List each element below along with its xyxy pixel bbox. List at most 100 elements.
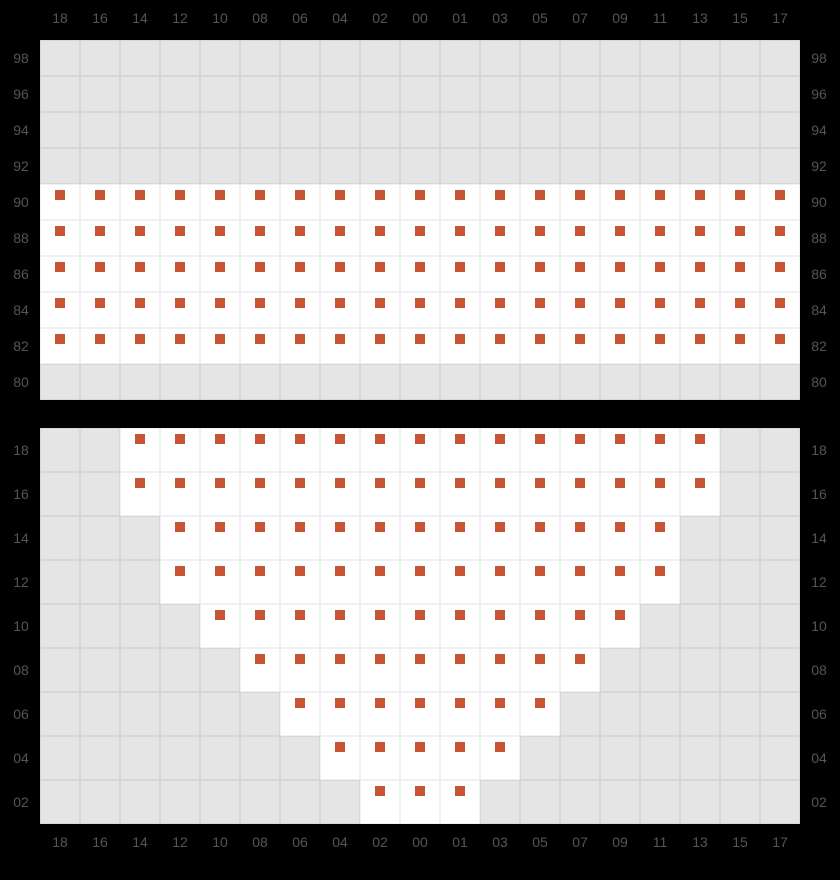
- seat-available[interactable]: [720, 256, 760, 292]
- seat-available[interactable]: [120, 220, 160, 256]
- seat-available[interactable]: [760, 328, 800, 364]
- seat-available[interactable]: [280, 292, 320, 328]
- seat-available[interactable]: [600, 516, 640, 560]
- seat-available[interactable]: [240, 256, 280, 292]
- seat-available[interactable]: [320, 292, 360, 328]
- seat-available[interactable]: [600, 184, 640, 220]
- seat-available[interactable]: [400, 220, 440, 256]
- seat-available[interactable]: [320, 648, 360, 692]
- seat-available[interactable]: [240, 648, 280, 692]
- seat-available[interactable]: [520, 292, 560, 328]
- seat-available[interactable]: [280, 256, 320, 292]
- seat-available[interactable]: [360, 220, 400, 256]
- seat-available[interactable]: [360, 256, 400, 292]
- seat-available[interactable]: [360, 328, 400, 364]
- seat-available[interactable]: [560, 256, 600, 292]
- seat-available[interactable]: [480, 604, 520, 648]
- seat-available[interactable]: [40, 328, 80, 364]
- seat-available[interactable]: [720, 220, 760, 256]
- seat-available[interactable]: [600, 328, 640, 364]
- seat-available[interactable]: [600, 428, 640, 472]
- seat-available[interactable]: [280, 428, 320, 472]
- seat-available[interactable]: [80, 256, 120, 292]
- seat-available[interactable]: [240, 516, 280, 560]
- seat-available[interactable]: [480, 472, 520, 516]
- seat-available[interactable]: [400, 736, 440, 780]
- seat-available[interactable]: [440, 328, 480, 364]
- seat-available[interactable]: [520, 428, 560, 472]
- seat-available[interactable]: [640, 220, 680, 256]
- seat-available[interactable]: [440, 184, 480, 220]
- seat-available[interactable]: [480, 560, 520, 604]
- seat-available[interactable]: [560, 516, 600, 560]
- seat-available[interactable]: [440, 256, 480, 292]
- seat-available[interactable]: [240, 220, 280, 256]
- seat-available[interactable]: [760, 184, 800, 220]
- seat-available[interactable]: [760, 256, 800, 292]
- seat-available[interactable]: [560, 472, 600, 516]
- seat-available[interactable]: [720, 328, 760, 364]
- seat-available[interactable]: [80, 184, 120, 220]
- seat-available[interactable]: [280, 184, 320, 220]
- seat-available[interactable]: [360, 516, 400, 560]
- seat-available[interactable]: [360, 560, 400, 604]
- seat-available[interactable]: [320, 428, 360, 472]
- seat-available[interactable]: [240, 184, 280, 220]
- seat-available[interactable]: [280, 328, 320, 364]
- seat-available[interactable]: [680, 292, 720, 328]
- seat-available[interactable]: [600, 560, 640, 604]
- seat-available[interactable]: [440, 736, 480, 780]
- seat-available[interactable]: [600, 472, 640, 516]
- seat-available[interactable]: [120, 292, 160, 328]
- seat-available[interactable]: [240, 428, 280, 472]
- seat-available[interactable]: [200, 184, 240, 220]
- seat-available[interactable]: [640, 428, 680, 472]
- seat-available[interactable]: [440, 428, 480, 472]
- seat-available[interactable]: [640, 256, 680, 292]
- seat-available[interactable]: [400, 292, 440, 328]
- seat-available[interactable]: [360, 428, 400, 472]
- seat-available[interactable]: [200, 428, 240, 472]
- seat-available[interactable]: [680, 328, 720, 364]
- seat-available[interactable]: [160, 560, 200, 604]
- seat-available[interactable]: [480, 428, 520, 472]
- seat-available[interactable]: [520, 328, 560, 364]
- seat-available[interactable]: [320, 560, 360, 604]
- seat-available[interactable]: [640, 184, 680, 220]
- seat-available[interactable]: [560, 184, 600, 220]
- seat-available[interactable]: [40, 184, 80, 220]
- seat-available[interactable]: [360, 648, 400, 692]
- seat-available[interactable]: [240, 560, 280, 604]
- seat-available[interactable]: [520, 256, 560, 292]
- seat-available[interactable]: [440, 648, 480, 692]
- seat-available[interactable]: [240, 472, 280, 516]
- seat-available[interactable]: [400, 648, 440, 692]
- seat-available[interactable]: [400, 560, 440, 604]
- seat-available[interactable]: [400, 184, 440, 220]
- seat-available[interactable]: [120, 472, 160, 516]
- seat-available[interactable]: [360, 292, 400, 328]
- seat-available[interactable]: [400, 472, 440, 516]
- seat-available[interactable]: [520, 604, 560, 648]
- seat-available[interactable]: [440, 604, 480, 648]
- seat-available[interactable]: [320, 328, 360, 364]
- seat-available[interactable]: [560, 428, 600, 472]
- seat-available[interactable]: [200, 328, 240, 364]
- seat-available[interactable]: [280, 220, 320, 256]
- seat-available[interactable]: [320, 604, 360, 648]
- seat-available[interactable]: [400, 780, 440, 824]
- seat-available[interactable]: [560, 604, 600, 648]
- seat-available[interactable]: [600, 292, 640, 328]
- seat-available[interactable]: [160, 220, 200, 256]
- seat-available[interactable]: [480, 292, 520, 328]
- seat-available[interactable]: [200, 292, 240, 328]
- seat-available[interactable]: [280, 648, 320, 692]
- seat-available[interactable]: [480, 516, 520, 560]
- seat-available[interactable]: [120, 428, 160, 472]
- seat-available[interactable]: [40, 292, 80, 328]
- seat-available[interactable]: [520, 472, 560, 516]
- seat-available[interactable]: [680, 184, 720, 220]
- seat-available[interactable]: [600, 604, 640, 648]
- seat-available[interactable]: [160, 292, 200, 328]
- seat-available[interactable]: [320, 220, 360, 256]
